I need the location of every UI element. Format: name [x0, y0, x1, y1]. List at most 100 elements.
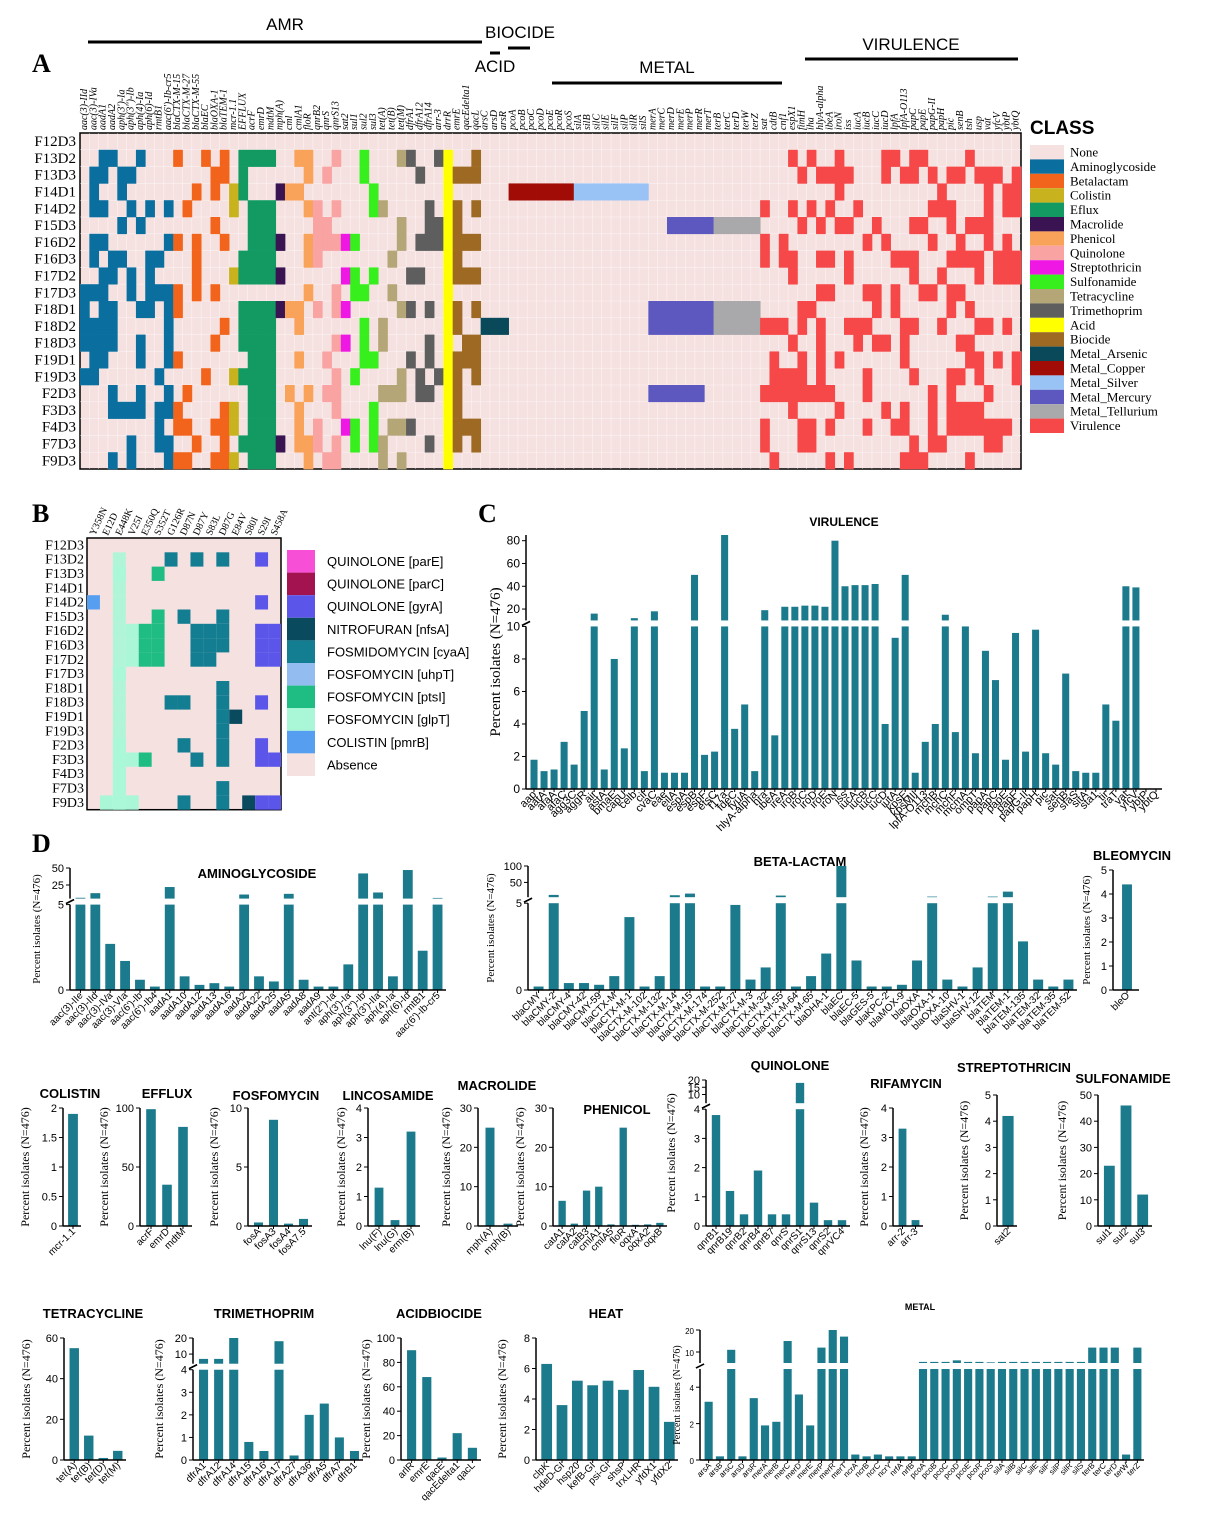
heatmap-cell: [843, 452, 854, 470]
heatmap-cell: [471, 351, 482, 369]
heatmap-cell: [443, 317, 454, 335]
heatmap-cell: [173, 284, 183, 302]
heatmap-cell: [443, 418, 454, 436]
heatmap-cell: [229, 267, 239, 285]
bar: [214, 1369, 224, 1460]
heatmap-cell: [275, 435, 286, 453]
heatmap-cell: [247, 267, 258, 285]
heatmap-cell: [312, 435, 323, 453]
legend-swatch: [1030, 418, 1064, 433]
y-tick-label: 0: [389, 1455, 395, 1467]
heatmap-cell: [216, 723, 230, 739]
heatmap-cell: [452, 418, 463, 436]
heatmap-cell: [452, 385, 463, 403]
bar: [607, 1224, 615, 1226]
heatmap-cell: [816, 217, 826, 235]
column-label: aac(6')-Ib-cr5: [163, 73, 174, 130]
row-label: F15D3: [34, 218, 76, 234]
bar: [821, 953, 832, 990]
column-label: pcoC: [526, 109, 537, 131]
heatmap-cell: [340, 334, 351, 352]
group-header: ACID: [475, 57, 516, 76]
heatmap-cell: [946, 301, 957, 319]
heatmap-cell: [229, 401, 239, 419]
bar: [749, 1398, 758, 1460]
heatmap-cell: [331, 233, 342, 251]
heatmap-cell: [816, 166, 826, 184]
heatmap-cell: [87, 595, 100, 610]
heatmap-cell: [471, 334, 482, 352]
y-tick-label: 0: [58, 985, 64, 997]
heatmap-cell: [871, 334, 882, 352]
row-label: F14D2: [34, 201, 76, 217]
heatmap-cell: [406, 301, 416, 319]
legend-swatch: [1030, 173, 1064, 189]
heatmap-cell: [216, 709, 230, 724]
heatmap-cell: [145, 284, 155, 302]
bar: [739, 1214, 749, 1226]
bar: [600, 769, 608, 789]
bar: [783, 1369, 792, 1460]
heatmap-cell: [806, 418, 817, 436]
column-label: emrE: [452, 108, 463, 130]
column-label: silA: [573, 114, 584, 130]
legend-swatch: [1030, 289, 1064, 304]
y-tick-label: 4: [356, 1103, 362, 1115]
y-tick-label: 1: [51, 1162, 57, 1174]
column-label: arsC: [480, 110, 491, 130]
heatmap-cell: [788, 267, 798, 285]
heatmap-cell: [331, 301, 342, 319]
heatmap-cell: [257, 418, 267, 436]
heatmap-cell: [255, 638, 269, 653]
bar: [650, 626, 658, 789]
heatmap-cell: [257, 200, 267, 218]
legend-swatch: [1030, 332, 1064, 347]
heatmap-cell: [648, 385, 659, 403]
bar: [760, 1425, 770, 1460]
chart-title: PHENICOL: [583, 1102, 650, 1117]
bar: [548, 894, 559, 898]
heatmap-cell: [927, 233, 938, 251]
bar: [1112, 720, 1120, 789]
heatmap-cell: [760, 200, 770, 218]
heatmap-cell: [881, 166, 891, 184]
heatmap-cell: [890, 301, 901, 319]
bar: [422, 1377, 432, 1460]
legend-label: FOSFOMYCIN [ptsI]: [327, 690, 445, 705]
chart-title: BLEOMYCIN: [1093, 848, 1171, 863]
bleomycin-chart: BLEOMYCIN 0 1 2 3 4 5 bleO Percent isolates (N=4…: [1081, 848, 1171, 1013]
y-tick-label: 6: [513, 684, 520, 698]
heatmap-cell: [871, 284, 882, 302]
heatmap-cell: [294, 149, 305, 167]
bar: [941, 614, 949, 621]
heatmap-cell: [899, 334, 910, 352]
bar: [738, 1456, 747, 1460]
heatmap-cell: [816, 334, 826, 352]
panel-c-virulence-chart: C VIRULENCE 024681020406080aapaatAafaAaf…: [478, 499, 1162, 834]
column-label: aac(3)-IId: [79, 88, 90, 130]
heatmap-cell: [909, 217, 919, 235]
heatmap-cell: [126, 435, 137, 453]
heatmap-cell: [266, 334, 277, 352]
heatmap-cell: [216, 781, 230, 796]
heatmap-cell: [732, 301, 742, 319]
column-label: tet(M): [396, 104, 407, 130]
bar: [452, 1433, 462, 1460]
bar: [851, 585, 859, 621]
bar: [590, 613, 598, 621]
heatmap-cell: [98, 317, 109, 335]
axis-break: [188, 1364, 198, 1370]
heatmap-cell: [648, 317, 659, 335]
heatmap-cell: [112, 652, 126, 667]
heatmap-cell: [899, 317, 910, 335]
bar: [432, 904, 443, 990]
bar: [817, 1369, 826, 1460]
heatmap-cell: [247, 334, 258, 352]
y-tick-label: 10: [685, 1349, 694, 1358]
row-label: F13D2: [45, 553, 84, 568]
column-label: mcr-1.1: [228, 99, 239, 130]
bar: [467, 1447, 477, 1460]
bar: [941, 1361, 950, 1363]
y-tick-label: 40: [383, 1406, 395, 1418]
